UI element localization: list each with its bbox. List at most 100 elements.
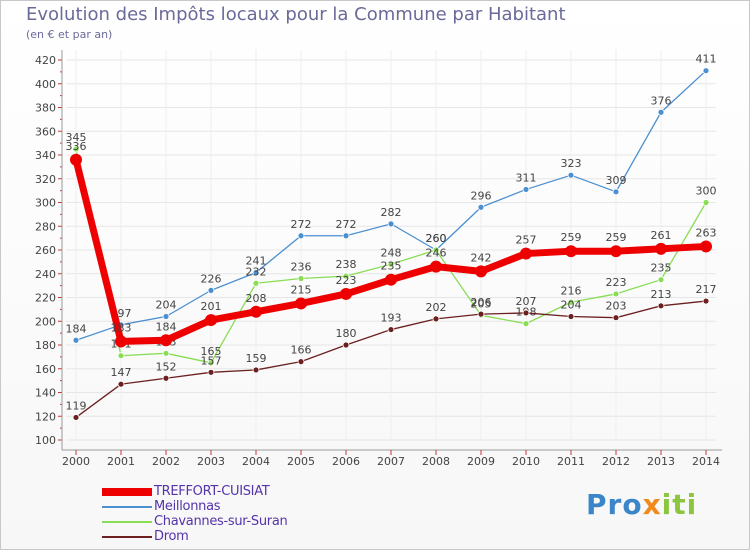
data-point (207, 359, 215, 367)
y-tick-label: 240 (35, 268, 56, 281)
data-point (297, 358, 305, 366)
data-label: 207 (516, 295, 537, 308)
data-point (432, 246, 440, 254)
data-label: 272 (336, 218, 357, 231)
x-tick-label: 2007 (377, 455, 405, 468)
data-point (115, 335, 127, 348)
data-label: 193 (381, 312, 402, 325)
data-point (162, 374, 170, 382)
legend-swatch (102, 536, 152, 538)
x-tick-label: 2005 (287, 455, 315, 468)
data-point (702, 67, 710, 75)
data-label: 216 (561, 284, 582, 297)
data-label: 246 (426, 247, 447, 260)
data-label: 184 (156, 320, 177, 333)
data-label: 235 (651, 262, 672, 275)
y-tick-label: 420 (35, 54, 56, 67)
x-tick-label: 2004 (242, 455, 270, 468)
data-label: 202 (426, 301, 447, 314)
data-label: 323 (561, 157, 582, 170)
x-tick-label: 2013 (647, 455, 675, 468)
data-point (657, 276, 665, 284)
data-point (70, 153, 82, 166)
data-label: 259 (561, 231, 582, 244)
data-label: 282 (381, 206, 402, 219)
data-point (702, 199, 710, 206)
data-point (207, 368, 215, 376)
data-point (567, 313, 575, 320)
data-point (342, 341, 350, 349)
legend-label: Drom (154, 529, 189, 544)
legend-label: Chavannes-sur-Suran (154, 514, 288, 529)
data-label: 183 (111, 321, 132, 334)
data-point (565, 245, 577, 258)
data-point (342, 232, 350, 240)
data-label: 411 (696, 53, 717, 66)
data-label: 208 (246, 292, 267, 305)
data-point (340, 287, 352, 300)
data-label: 226 (201, 272, 222, 285)
x-tick-label: 2011 (557, 455, 585, 468)
data-label: 232 (246, 265, 267, 278)
x-tick-label: 2006 (332, 455, 360, 468)
y-tick-label: 280 (35, 220, 56, 233)
data-point (520, 247, 532, 260)
data-label: 309 (606, 174, 627, 187)
data-label: 157 (201, 354, 222, 367)
data-point (160, 334, 172, 347)
x-tick-label: 2009 (467, 455, 495, 468)
data-label: 236 (291, 261, 312, 274)
data-point (252, 279, 260, 287)
data-point (297, 275, 305, 282)
y-tick-label: 380 (35, 102, 56, 115)
proxiti-logo: Proxiti (586, 488, 698, 521)
data-label: 300 (696, 185, 717, 198)
data-point (612, 188, 620, 196)
data-label: 261 (651, 229, 672, 242)
data-label: 166 (291, 344, 312, 357)
y-tick-label: 180 (35, 339, 56, 352)
data-point (117, 352, 125, 360)
data-label: 223 (606, 276, 627, 289)
data-point (430, 260, 442, 273)
data-label: 241 (246, 255, 267, 268)
data-label: 204 (561, 299, 582, 312)
y-tick-label: 120 (35, 410, 56, 423)
data-point (700, 240, 712, 253)
y-tick-label: 200 (35, 315, 56, 328)
legend-swatch (102, 488, 152, 496)
data-point (387, 260, 395, 268)
data-label: 345 (66, 131, 87, 144)
data-label: 204 (156, 299, 177, 312)
data-point (567, 298, 575, 306)
y-tick-label: 320 (35, 173, 56, 186)
y-tick-label: 400 (35, 78, 56, 91)
data-point (387, 220, 395, 228)
data-label: 260 (426, 232, 447, 245)
data-point (252, 366, 260, 374)
data-label: 205 (471, 297, 492, 310)
data-point (702, 297, 710, 305)
data-point (657, 302, 665, 310)
data-label: 235 (381, 260, 402, 273)
data-point (657, 108, 665, 116)
data-label: 376 (651, 94, 672, 107)
x-tick-label: 2003 (197, 455, 225, 468)
data-point (610, 245, 622, 258)
data-label: 217 (696, 283, 717, 296)
x-tick-label: 2012 (602, 455, 630, 468)
data-point (612, 290, 620, 298)
data-label: 180 (336, 327, 357, 340)
data-label: 206 (471, 296, 492, 309)
data-point (297, 232, 305, 240)
y-tick-label: 160 (35, 363, 56, 376)
data-point (432, 315, 440, 323)
data-label: 213 (651, 288, 672, 301)
data-point (477, 203, 485, 211)
x-tick-label: 2010 (512, 455, 540, 468)
y-tick-label: 220 (35, 292, 56, 305)
data-label: 272 (291, 218, 312, 231)
data-label: 242 (471, 251, 492, 264)
data-point (522, 320, 530, 328)
